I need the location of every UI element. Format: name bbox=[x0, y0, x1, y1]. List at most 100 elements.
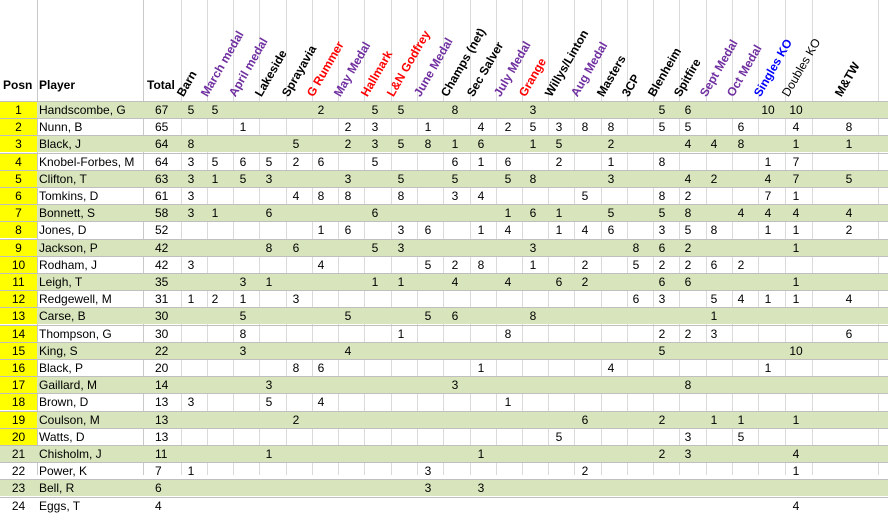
gridline bbox=[574, 0, 575, 475]
score-cell: 1 bbox=[265, 275, 273, 289]
score-cell: 3 bbox=[424, 481, 432, 496]
total-cell: 35 bbox=[155, 275, 169, 289]
player-cell: Chisholm, J bbox=[39, 447, 102, 461]
score-cell: 3 bbox=[424, 464, 432, 479]
score-cell: 6 bbox=[317, 154, 325, 169]
score-cell: 4 bbox=[792, 447, 800, 461]
score-cell: 6 bbox=[607, 223, 615, 238]
score-cell: 2 bbox=[317, 103, 325, 117]
score-cell: 5 bbox=[555, 137, 563, 152]
score-cell: 8 bbox=[451, 103, 459, 117]
score-cell: 3 bbox=[239, 343, 247, 358]
score-cell: 2 bbox=[581, 464, 589, 479]
score-cell: 5 bbox=[265, 395, 273, 410]
player-cell: Watts, D bbox=[39, 429, 85, 444]
score-cell: 8 bbox=[845, 120, 853, 135]
score-cell: 1 bbox=[265, 447, 273, 461]
score-cell: 1 bbox=[607, 154, 615, 169]
score-cell: 2 bbox=[607, 137, 615, 152]
posn-header: Posn bbox=[3, 78, 33, 92]
table-row: 16 Black, P 20 8 6 1 4 1 bbox=[0, 359, 888, 376]
score-cell: 6 bbox=[555, 275, 563, 289]
player-cell: Handscombe, G bbox=[39, 103, 126, 117]
score-cell: 2 bbox=[658, 257, 666, 272]
event-header: 3CP bbox=[618, 71, 643, 99]
gridline bbox=[259, 0, 260, 475]
score-cell: 1 bbox=[477, 154, 485, 169]
table-row: 7 Bonnett, S 58 3 1 6 6 1 6 1 5 5 8 4 4 4 4 bbox=[0, 204, 888, 222]
score-cell: 2 bbox=[684, 189, 692, 203]
posn-cell: 21 bbox=[11, 447, 26, 461]
total-cell: 7 bbox=[155, 464, 162, 479]
score-cell: 1 bbox=[845, 137, 853, 152]
player-cell: Redgewell, M bbox=[39, 292, 112, 307]
score-cell: 8 bbox=[265, 240, 273, 255]
posn-cell: 13 bbox=[0, 308, 37, 325]
score-cell: 3 bbox=[187, 206, 195, 221]
posn-cell: 22 bbox=[11, 464, 26, 479]
player-cell: Knobel-Forbes, M bbox=[39, 154, 135, 169]
total-cell: 65 bbox=[155, 120, 169, 135]
gridline bbox=[548, 0, 549, 475]
score-cell: 6 bbox=[424, 223, 432, 238]
score-cell: 10 bbox=[789, 343, 803, 358]
score-cell: 1 bbox=[477, 223, 485, 238]
score-cell: 2 bbox=[211, 292, 219, 307]
score-cell: 3 bbox=[607, 171, 615, 186]
gridline bbox=[601, 0, 602, 475]
score-cell: 1 bbox=[211, 206, 219, 221]
total-cell: 4 bbox=[155, 498, 162, 513]
score-cell: 10 bbox=[761, 103, 775, 117]
score-cell: 4 bbox=[710, 137, 718, 152]
score-cell: 1 bbox=[504, 206, 512, 221]
score-cell: 5 bbox=[684, 120, 692, 135]
score-cell: 4 bbox=[292, 189, 300, 203]
score-cell: 5 bbox=[710, 292, 718, 307]
score-cell: 1 bbox=[397, 275, 405, 289]
gridline bbox=[417, 0, 418, 475]
table-row: 14 Thompson, G 30 8 1 8 2 2 3 6 bbox=[0, 324, 888, 342]
score-cell: 4 bbox=[792, 206, 800, 221]
score-cell: 2 bbox=[684, 240, 692, 255]
score-cell: 1 bbox=[764, 154, 772, 169]
gridline bbox=[312, 0, 313, 475]
score-cell: 6 bbox=[344, 223, 352, 238]
posn-cell: 2 bbox=[0, 119, 37, 136]
total-cell: 42 bbox=[155, 257, 169, 272]
score-cell: 8 bbox=[684, 378, 692, 393]
total-cell: 22 bbox=[155, 343, 169, 358]
total-cell: 63 bbox=[155, 171, 169, 186]
score-cell: 6 bbox=[581, 412, 589, 427]
score-cell: 5 bbox=[371, 103, 379, 117]
score-cell: 1 bbox=[424, 120, 432, 135]
score-cell: 3 bbox=[684, 447, 692, 461]
score-cell: 5 bbox=[658, 103, 666, 117]
score-cell: 5 bbox=[292, 137, 300, 152]
total-cell: 64 bbox=[155, 137, 169, 152]
score-cell: 8 bbox=[658, 189, 666, 203]
gridline bbox=[522, 0, 523, 475]
score-cell: 4 bbox=[344, 343, 352, 358]
score-cell: 3 bbox=[187, 171, 195, 186]
posn-cell: 18 bbox=[0, 394, 37, 411]
score-cell: 5 bbox=[265, 154, 273, 169]
score-cell: 2 bbox=[737, 257, 745, 272]
gridline bbox=[181, 0, 182, 475]
posn-cell: 11 bbox=[0, 274, 37, 290]
posn-cell: 15 bbox=[0, 342, 37, 359]
gridline bbox=[785, 0, 786, 475]
posn-cell: 7 bbox=[0, 205, 37, 222]
score-cell: 6 bbox=[451, 309, 459, 324]
score-cell: 4 bbox=[764, 171, 772, 186]
score-cell: 3 bbox=[451, 189, 459, 203]
table-row: 8 Jones, D 52 1 6 3 6 1 4 1 4 6 3 5 8 1 1 2 bbox=[0, 221, 888, 239]
score-cell: 10 bbox=[789, 103, 803, 117]
score-cell: 7 bbox=[764, 189, 772, 203]
score-cell: 3 bbox=[710, 326, 718, 341]
score-cell: 1 bbox=[477, 447, 485, 461]
gridline bbox=[207, 0, 208, 475]
score-cell: 6 bbox=[529, 206, 537, 221]
score-cell: 5 bbox=[529, 120, 537, 135]
gridline bbox=[679, 0, 680, 475]
table-row: 20 Watts, D 13 5 3 5 bbox=[0, 427, 888, 445]
